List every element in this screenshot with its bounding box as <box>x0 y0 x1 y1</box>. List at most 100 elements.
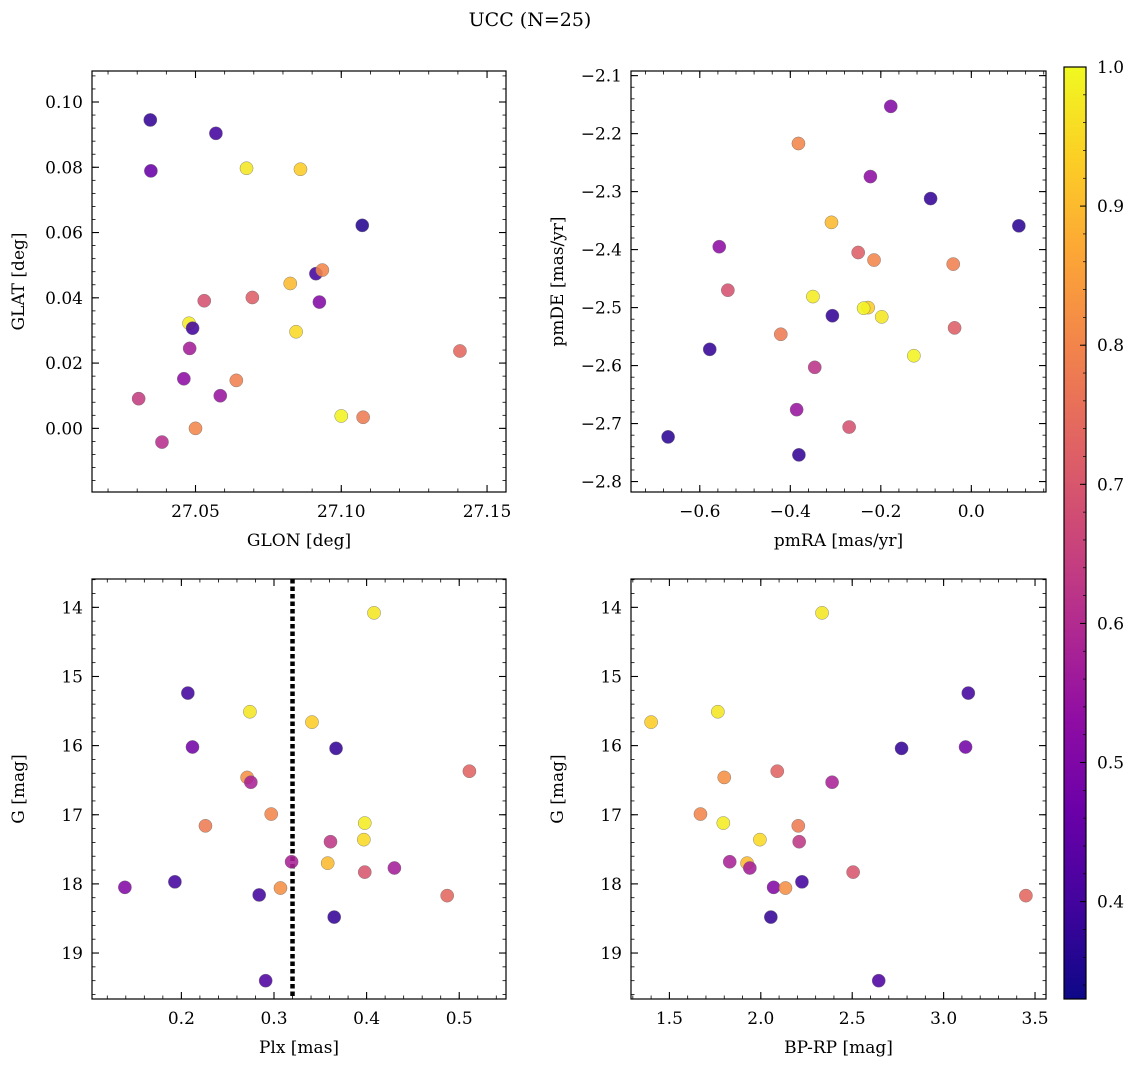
colorbar-gradient <box>1063 66 1087 1000</box>
data-point <box>851 245 865 260</box>
y-tick-label: 19 <box>600 944 622 964</box>
y-tick-label: 0.08 <box>45 158 83 178</box>
data-point <box>825 775 839 790</box>
x-tick-label: 1.5 <box>656 1009 683 1029</box>
data-point <box>867 253 881 267</box>
data-point <box>264 807 279 821</box>
colorbar-tick-label: 0.5 <box>1097 754 1124 774</box>
data-point <box>315 263 330 277</box>
data-point <box>947 321 962 335</box>
data-point <box>717 770 732 785</box>
data-point <box>773 327 788 342</box>
x-tick-label: 3.5 <box>1022 1009 1049 1029</box>
data-point <box>462 764 477 778</box>
colorbar-tick-label: 0.4 <box>1097 893 1124 913</box>
y-tick-label: −2.2 <box>581 125 622 145</box>
y-tick-label: 16 <box>600 737 622 757</box>
y-axis-label: G [mag] <box>548 754 568 823</box>
x-axis-label: Plx [mas] <box>259 1038 339 1058</box>
data-point <box>716 816 731 830</box>
data-point <box>185 740 200 754</box>
data-point <box>791 819 806 833</box>
data-point <box>357 865 372 879</box>
y-tick-label: −2.3 <box>581 183 622 203</box>
x-tick-label: −0.4 <box>770 502 811 522</box>
data-point <box>907 348 921 363</box>
data-point <box>284 854 299 869</box>
data-point <box>453 344 467 358</box>
x-tick-label: 3.0 <box>930 1009 957 1029</box>
axes-frame <box>91 70 507 493</box>
data-point <box>252 888 266 902</box>
colorbar-tick-label: 0.6 <box>1097 614 1124 634</box>
data-point <box>355 218 370 233</box>
colorbar-tick-label: 0.7 <box>1097 475 1124 495</box>
y-tick-label: 18 <box>600 875 622 895</box>
y-tick-label: −2.1 <box>581 67 622 87</box>
data-point <box>209 126 223 141</box>
data-point <box>753 832 767 847</box>
data-point <box>312 295 327 309</box>
data-point <box>807 360 822 375</box>
x-tick-label: 27.10 <box>317 502 366 522</box>
data-point <box>711 704 725 719</box>
data-point <box>961 686 976 700</box>
y-tick-label: −2.8 <box>581 473 622 493</box>
data-point <box>258 973 273 988</box>
y-tick-label: 18 <box>61 875 83 895</box>
scatter-panel-1: 27.05 27.10 27.15 0.00 0.02 0.04 0.06 0.08 0.10 G… <box>9 70 511 551</box>
data-point <box>644 715 658 729</box>
data-point <box>188 421 203 436</box>
colorbar-tick-label: 0.8 <box>1097 336 1124 356</box>
data-point <box>693 807 708 821</box>
data-point <box>958 740 973 754</box>
y-tick-label: 14 <box>600 598 622 618</box>
data-point <box>856 301 871 315</box>
data-point <box>327 910 341 924</box>
x-tick-label: 0.2 <box>168 1009 195 1029</box>
y-tick-label: −2.7 <box>581 415 622 435</box>
y-axis-label: GLAT [deg] <box>9 232 29 330</box>
data-point <box>168 875 182 889</box>
data-point <box>842 420 856 434</box>
x-tick-label: 2.0 <box>747 1009 774 1029</box>
data-point <box>213 388 228 403</box>
data-point <box>721 283 735 297</box>
data-point <box>946 257 961 271</box>
data-point <box>702 342 717 357</box>
data-point <box>871 973 886 988</box>
y-tick-label: 0.10 <box>45 93 83 113</box>
data-point <box>846 865 860 879</box>
data-point <box>334 409 349 423</box>
colorbar-tick-label: 1.0 <box>1097 58 1124 78</box>
x-axis-label: BP-RP [mag] <box>784 1038 893 1058</box>
data-point <box>743 861 757 875</box>
x-tick-label: −0.6 <box>679 502 720 522</box>
y-tick-label: −2.4 <box>581 241 622 261</box>
data-point <box>177 371 191 386</box>
data-point <box>197 293 212 308</box>
data-point <box>795 875 809 889</box>
figure-title: UCC (N=25) <box>469 9 592 31</box>
y-tick-label: 0.06 <box>45 224 83 244</box>
data-point <box>789 402 804 417</box>
data-point <box>181 686 195 700</box>
x-tick-label: 2.5 <box>839 1009 866 1029</box>
y-axis-label: G [mag] <box>9 754 29 823</box>
x-tick-label: 0.4 <box>353 1009 380 1029</box>
axes-frame <box>91 578 507 1000</box>
data-point <box>289 324 303 339</box>
data-point <box>244 775 258 790</box>
scatter-panel-2: −0.6 −0.4 −0.2 0.0 −2.1 −2.2 −2.3 −2.4 −2.5 −2.6 −… <box>548 67 1047 551</box>
data-point <box>863 169 878 184</box>
data-point <box>791 136 806 151</box>
data-point <box>883 99 898 114</box>
x-tick-label: −0.2 <box>860 502 901 522</box>
data-point <box>185 321 200 335</box>
data-point <box>283 276 298 291</box>
data-point <box>131 391 146 406</box>
data-point <box>894 741 909 756</box>
data-point <box>440 888 454 903</box>
data-point <box>1019 888 1033 903</box>
